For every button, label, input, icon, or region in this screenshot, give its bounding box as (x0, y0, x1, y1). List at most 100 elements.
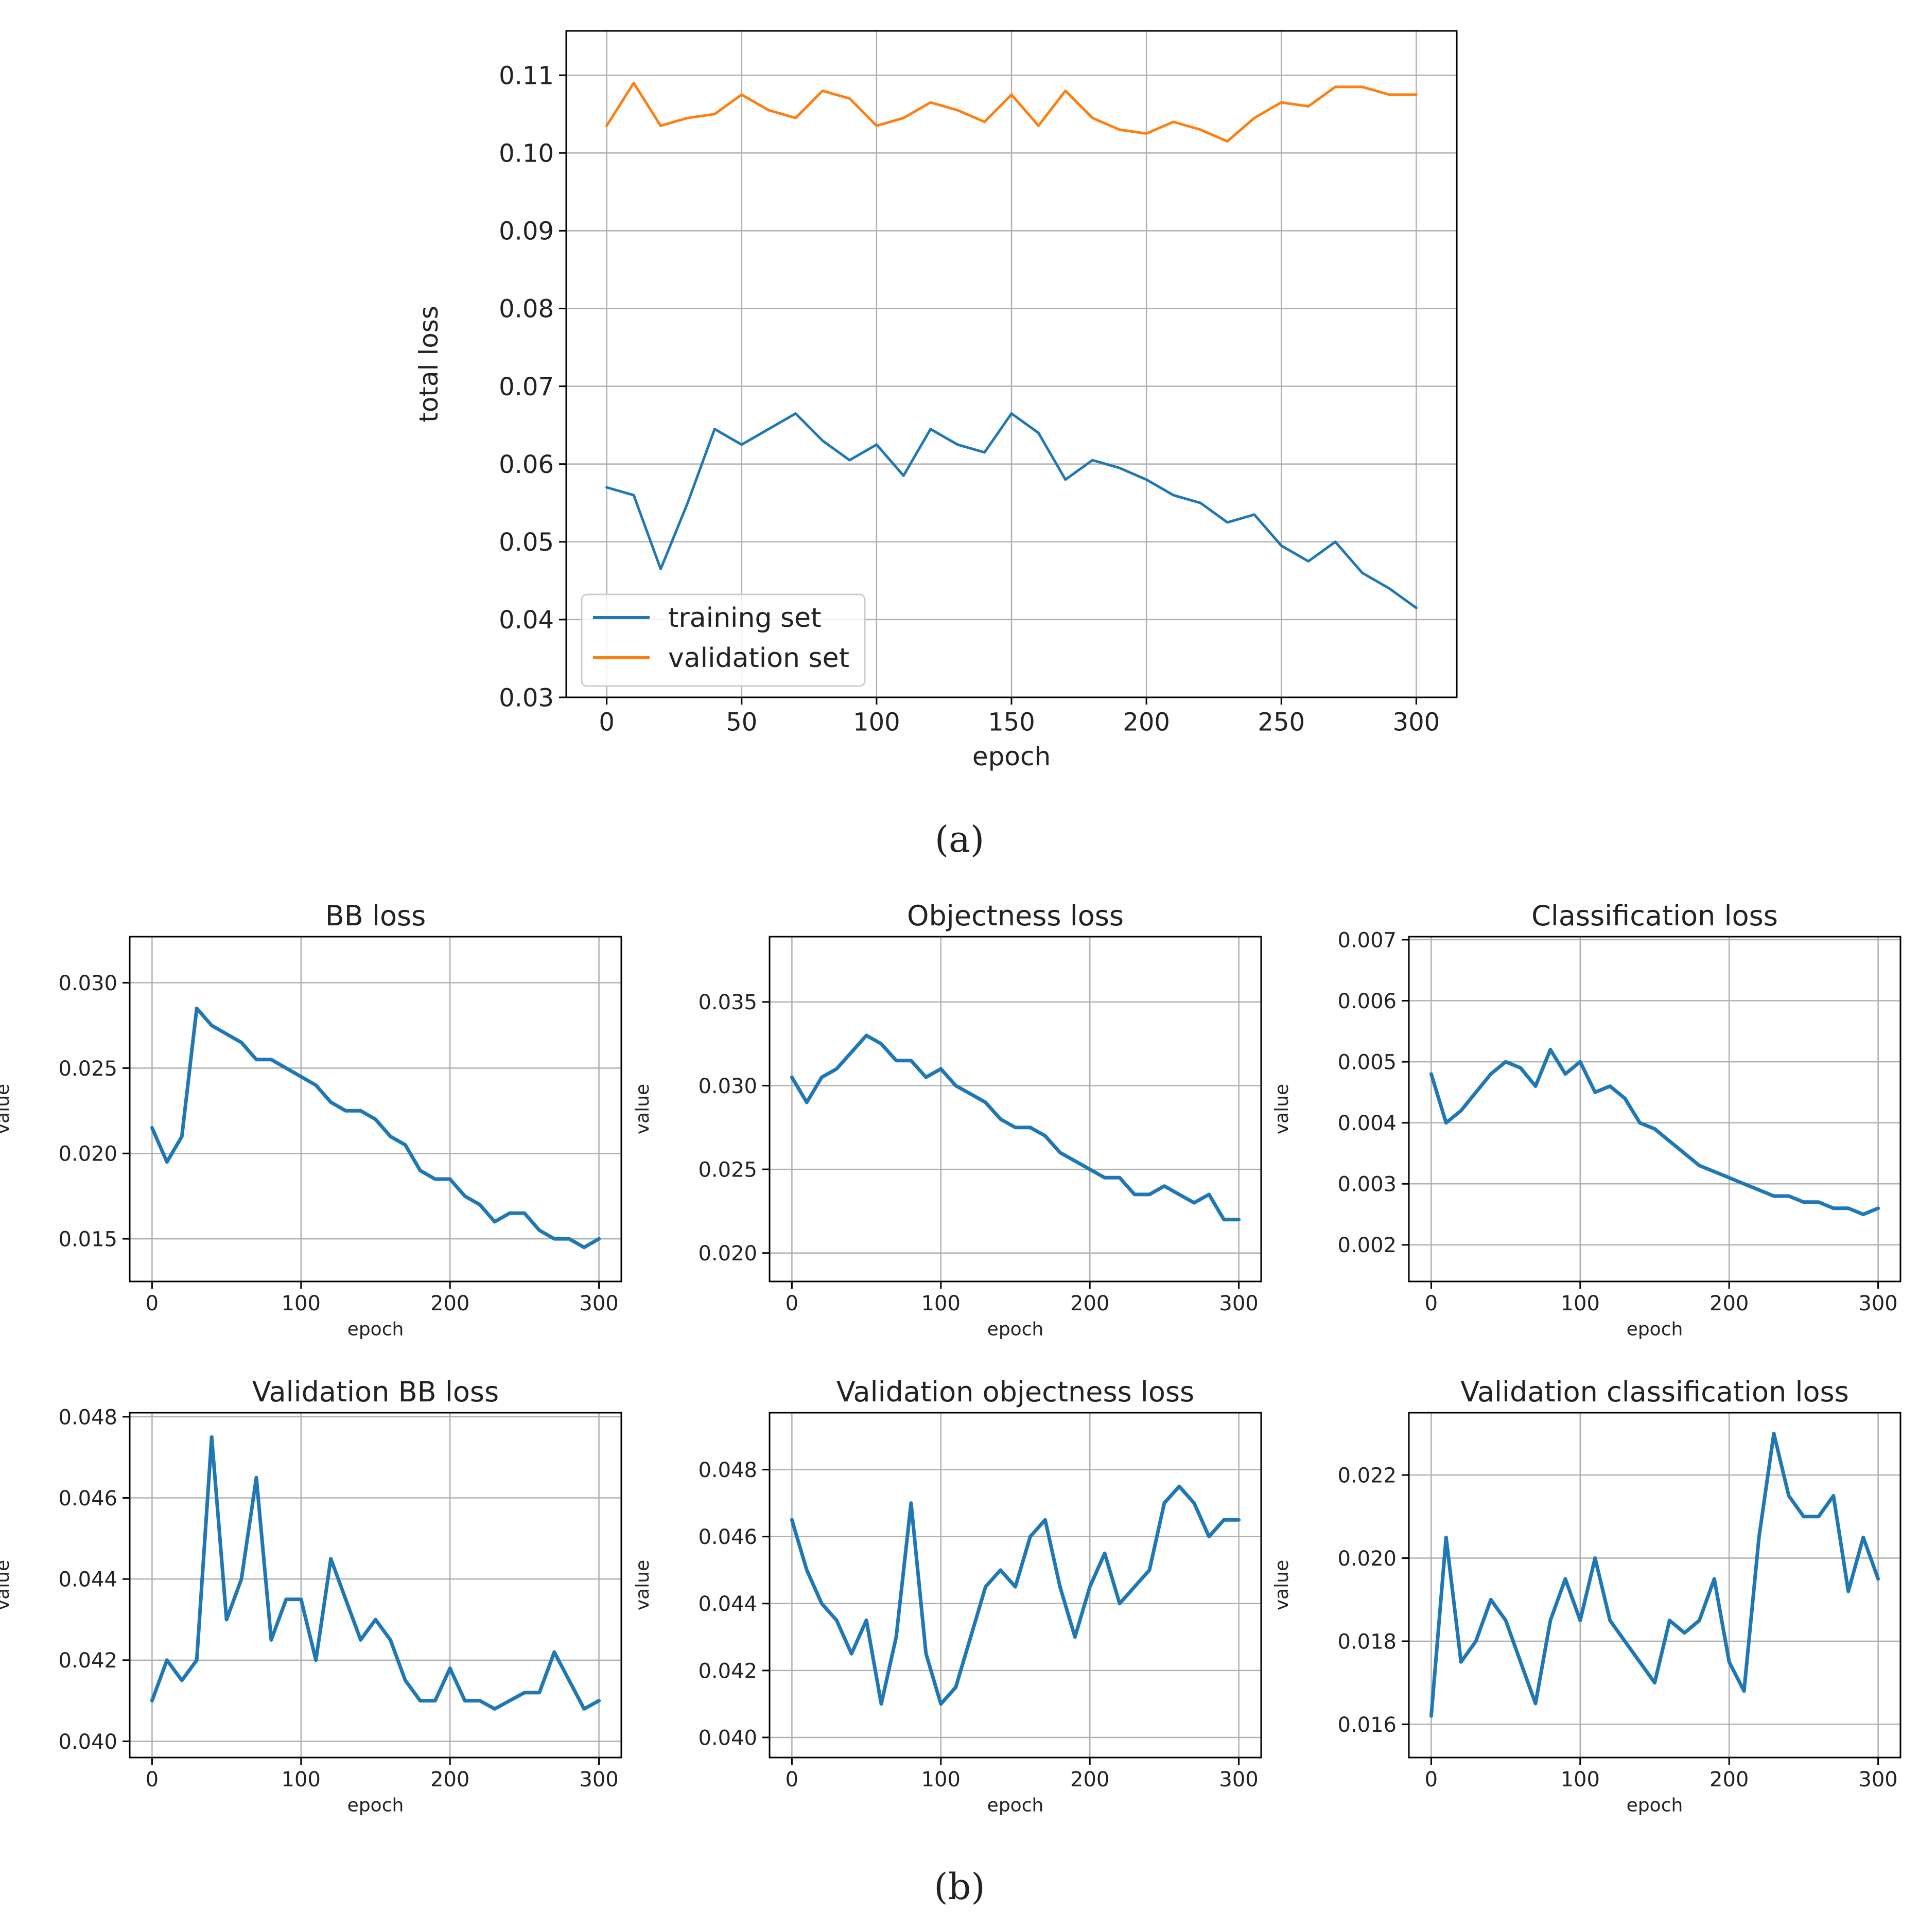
y-tick-label: 0.040 (58, 1730, 117, 1754)
series-line-validation-set (605, 81, 1418, 143)
x-tick-label: 100 (1561, 1768, 1600, 1792)
y-tick-label: 0.025 (698, 1158, 757, 1182)
x-axis-label: epoch (347, 1319, 404, 1340)
x-tick-label: 100 (921, 1768, 961, 1792)
x-tick-label: 0 (1425, 1768, 1438, 1792)
y-axis-label: value (0, 1560, 13, 1610)
y-tick-label: 0.07 (499, 373, 554, 401)
y-tick-label: 0.030 (58, 972, 117, 995)
y-tick-label: 0.10 (499, 139, 554, 168)
axes-frame (129, 1412, 622, 1759)
chart-title: Classification loss (1531, 900, 1778, 932)
chart-title: BB loss (325, 900, 426, 932)
y-tick-label: 0.003 (1337, 1173, 1397, 1197)
y-tick-label: 0.020 (1337, 1547, 1397, 1571)
x-tick-label: 300 (1393, 708, 1440, 736)
y-tick-label: 0.035 (698, 991, 757, 1014)
y-tick-label: 0.020 (698, 1242, 757, 1266)
series-line-validation-classification-loss (1429, 1431, 1880, 1718)
legend-box (581, 593, 866, 687)
legend-label: validation set (668, 643, 849, 674)
y-tick-label: 0.042 (58, 1649, 117, 1673)
axes-frame (769, 1412, 1262, 1759)
y-tick-label: 0.046 (698, 1525, 757, 1549)
y-tick-label: 0.09 (499, 217, 554, 246)
y-axis-label: value (1271, 1560, 1293, 1610)
x-tick-label: 200 (1123, 708, 1170, 736)
y-tick-label: 0.004 (1337, 1112, 1397, 1135)
series-line-training-set (605, 412, 1418, 609)
x-tick-label: 100 (282, 1292, 321, 1315)
series-line-validation-objectness-loss (790, 1484, 1241, 1706)
y-axis-label: value (1271, 1084, 1293, 1134)
y-tick-label: 0.05 (499, 528, 554, 557)
x-tick-label: 200 (1709, 1292, 1749, 1315)
y-tick-label: 0.08 (499, 295, 554, 324)
chart-b3: 0 100 200 300 0.002 0.003 0.004 0.005 0.006 0.007… (1271, 900, 1901, 1340)
x-tick-label: 0 (146, 1292, 159, 1315)
y-tick-label: 0.042 (698, 1659, 757, 1683)
y-tick-label: 0.044 (698, 1592, 757, 1616)
x-axis-label: epoch (987, 1319, 1044, 1340)
x-tick-label: 200 (1070, 1768, 1109, 1792)
chart-b6: 0 100 200 300 0.016 0.018 0.020 0.022 epoch value… (1271, 1376, 1901, 1816)
chart-title: Validation classification loss (1460, 1376, 1849, 1408)
x-tick-label: 100 (282, 1768, 321, 1792)
x-tick-label: 300 (1858, 1768, 1897, 1792)
x-tick-label: 300 (579, 1768, 618, 1792)
x-tick-label: 200 (430, 1292, 469, 1315)
y-tick-label: 0.018 (1337, 1630, 1397, 1654)
x-tick-label: 200 (1709, 1768, 1749, 1792)
x-tick-label: 100 (921, 1292, 961, 1315)
y-tick-label: 0.048 (698, 1459, 757, 1482)
x-tick-label: 0 (786, 1768, 798, 1792)
caption-a: (a) (935, 818, 984, 860)
chart-b1: 0 100 200 300 0.015 0.020 0.025 0.030 epoch value… (0, 900, 622, 1340)
y-tick-label: 0.04 (499, 606, 554, 635)
y-tick-label: 0.06 (499, 450, 554, 479)
x-tick-label: 300 (579, 1292, 618, 1315)
y-tick-label: 0.025 (58, 1057, 117, 1081)
chart-title: Objectness loss (907, 900, 1124, 932)
x-axis-label: epoch (987, 1795, 1044, 1816)
series-line-classification-loss (1429, 1047, 1880, 1217)
x-tick-label: 150 (988, 708, 1035, 736)
y-tick-label: 0.007 (1337, 928, 1397, 952)
x-tick-label: 300 (1858, 1292, 1897, 1315)
y-tick-label: 0.020 (58, 1143, 117, 1166)
y-tick-label: 0.016 (1337, 1713, 1397, 1737)
x-tick-label: 0 (1425, 1292, 1438, 1315)
axes-frame (769, 936, 1262, 1283)
chart-a: 0 50 100 150 200 250 300 0.03 0.04 0.05 0.06 0.07 0.… (414, 30, 1458, 771)
x-tick-label: 100 (1561, 1292, 1600, 1315)
axes-frame (1408, 936, 1901, 1283)
chart-title: Validation BB loss (252, 1376, 499, 1408)
y-tick-label: 0.002 (1337, 1234, 1397, 1257)
x-tick-label: 0 (146, 1768, 159, 1792)
x-axis-label: epoch (972, 742, 1051, 771)
y-tick-label: 0.03 (499, 683, 554, 712)
y-tick-label: 0.046 (58, 1487, 117, 1511)
charts-layer: 0 50 100 150 200 250 300 0.03 0.04 0.05 0.06 0.07 0.… (0, 30, 1901, 1816)
y-tick-label: 0.005 (1337, 1050, 1397, 1074)
legend-label: training set (668, 603, 821, 634)
axes-frame (129, 936, 622, 1283)
x-axis-label: epoch (347, 1795, 404, 1816)
y-axis-label: value (0, 1084, 13, 1134)
x-axis-label: epoch (1627, 1319, 1683, 1340)
series-line-objectness-loss (790, 1033, 1241, 1222)
chart-b2: 0 100 200 300 0.020 0.025 0.030 0.035 epoch value… (632, 900, 1262, 1340)
y-axis-label: total loss (414, 306, 444, 423)
x-tick-label: 200 (1070, 1292, 1109, 1315)
x-tick-label: 0 (786, 1292, 798, 1315)
chart-b4: 0 100 200 300 0.040 0.042 0.044 0.046 0.048 epoch… (0, 1376, 622, 1816)
y-tick-label: 0.015 (58, 1227, 117, 1251)
x-tick-label: 100 (853, 708, 900, 736)
y-tick-label: 0.040 (698, 1726, 757, 1750)
x-tick-label: 50 (726, 708, 757, 736)
y-axis-label: value (632, 1560, 653, 1610)
y-tick-label: 0.048 (58, 1406, 117, 1429)
x-tick-label: 300 (1219, 1292, 1258, 1315)
